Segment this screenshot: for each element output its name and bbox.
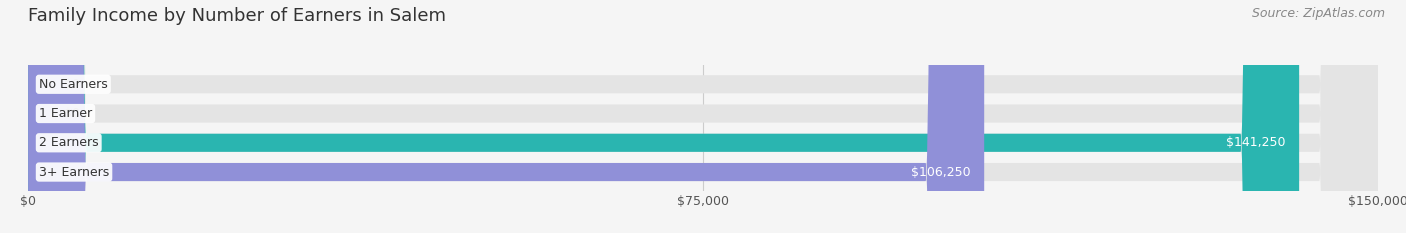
FancyBboxPatch shape	[28, 0, 1378, 233]
Text: Source: ZipAtlas.com: Source: ZipAtlas.com	[1251, 7, 1385, 20]
FancyBboxPatch shape	[28, 0, 1378, 233]
Text: 2 Earners: 2 Earners	[39, 136, 98, 149]
Text: $106,250: $106,250	[911, 165, 970, 178]
Text: $141,250: $141,250	[1226, 136, 1285, 149]
FancyBboxPatch shape	[28, 0, 984, 233]
FancyBboxPatch shape	[28, 0, 55, 233]
Text: $0: $0	[65, 107, 80, 120]
Text: 3+ Earners: 3+ Earners	[39, 165, 110, 178]
FancyBboxPatch shape	[28, 0, 1378, 233]
Text: No Earners: No Earners	[39, 78, 108, 91]
Text: $0: $0	[65, 78, 80, 91]
Text: Family Income by Number of Earners in Salem: Family Income by Number of Earners in Sa…	[28, 7, 446, 25]
FancyBboxPatch shape	[28, 0, 1299, 233]
FancyBboxPatch shape	[28, 0, 1378, 233]
Text: 1 Earner: 1 Earner	[39, 107, 91, 120]
FancyBboxPatch shape	[28, 0, 55, 233]
